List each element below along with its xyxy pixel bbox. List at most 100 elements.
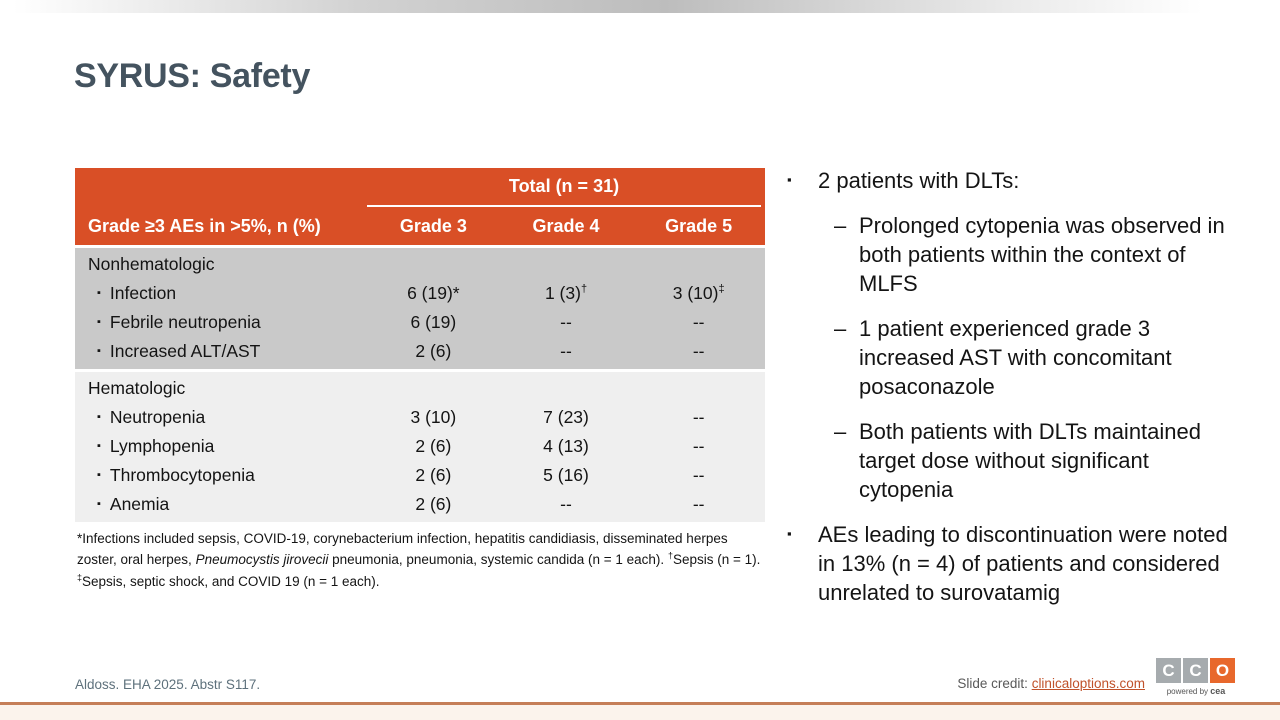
key-points: ▪ 2 patients with DLTs: – Prolonged cytopen… <box>787 166 1239 623</box>
ae-value-cell: -- <box>560 341 572 361</box>
slide-credit-link[interactable]: clinicaloptions.com <box>1031 676 1145 691</box>
table-row: ▪ Increased ALT/AST 2 (6) -- -- <box>75 337 765 366</box>
table-col-header-grade4: Grade 4 <box>532 215 600 236</box>
table-section-header-row: Hematologic <box>75 374 765 403</box>
bottom-strip <box>0 705 1280 720</box>
logo-letter-o: O <box>1210 658 1235 683</box>
dash-bullet-icon: – <box>834 316 847 341</box>
sub-bullet-list: – Prolonged cytopenia was observed in bot… <box>834 211 1239 504</box>
ae-label: Thrombocytopenia <box>109 465 255 485</box>
ae-table-body: Nonhematologic ▪ Infection 6 (19)* 1 (3)† 3 (… <box>75 248 765 522</box>
sub-bullet-text: 1 patient experienced grade 3 increased … <box>859 316 1172 399</box>
table-col-header-grade5: Grade 5 <box>665 215 733 236</box>
sub-bullet-text: Both patients with DLTs maintained targe… <box>859 419 1201 502</box>
square-bullet-icon: ▪ <box>97 411 101 423</box>
bullet-item: ▪ 2 patients with DLTs: <box>787 166 1239 195</box>
square-bullet-icon: ▪ <box>787 526 792 541</box>
table-section: Nonhematologic ▪ Infection 6 (19)* 1 (3)† 3 (… <box>75 248 765 369</box>
ae-value-cell: 1 (3)† <box>544 283 588 303</box>
ae-value-cell: -- <box>692 436 705 456</box>
table-section-name: Hematologic <box>88 378 186 398</box>
ae-value-cell: 5 (16) <box>543 465 589 485</box>
slide-credit: Slide credit: clinicaloptions.com <box>957 676 1145 691</box>
footnote-segment: Pneumocystis jirovecii <box>195 552 329 568</box>
table-col-header-grade3: Grade 3 <box>399 215 467 236</box>
top-gradient-bar <box>0 0 1280 13</box>
cco-logo-squares: C C O <box>1156 658 1236 683</box>
logo-letter-c1: C <box>1156 658 1181 683</box>
cco-logo[interactable]: C C O powered by cea <box>1156 658 1236 696</box>
ae-table-header: Total (n = 31) Grade ≥3 AEs in >5%, n (%… <box>75 168 765 245</box>
ae-label-cell: ▪ Febrile neutropenia <box>75 312 367 333</box>
table-row: ▪ Infection 6 (19)* 1 (3)† 3 (10)‡ <box>75 279 765 308</box>
ae-label-cell: ▪ Lymphopenia <box>75 436 367 457</box>
sub-bullet-text: Prolonged cytopenia was observed in both… <box>859 213 1225 296</box>
square-bullet-icon: ▪ <box>97 469 101 481</box>
ae-value-cell: 7 (23) <box>543 407 589 427</box>
ae-label-cell: ▪ Thrombocytopenia <box>75 465 367 486</box>
ae-label-cell: ▪ Increased ALT/AST <box>75 341 367 362</box>
square-bullet-icon: ▪ <box>97 316 101 328</box>
table-section: Hematologic ▪ Neutropenia 3 (10) 7 (23) -- ▪ Ly… <box>75 372 765 522</box>
ae-value-cell: -- <box>692 312 705 332</box>
square-bullet-icon: ▪ <box>97 440 101 452</box>
table-header-row-total: Total (n = 31) <box>75 168 765 207</box>
sub-bullet-item: –1 patient experienced grade 3 increased… <box>834 314 1239 401</box>
table-header-spacer <box>75 168 367 207</box>
ae-value-cell: -- <box>692 494 705 514</box>
ae-label: Febrile neutropenia <box>109 312 261 332</box>
ae-label-cell: ▪ Anemia <box>75 494 367 515</box>
ae-value-cell: -- <box>692 465 705 485</box>
ae-value-cell: 6 (19)* <box>407 283 460 303</box>
footnote-segment: *Infections included sepsis, COVID-19, c… <box>77 531 728 568</box>
bullet-text: AEs leading to discontinuation were note… <box>818 522 1228 605</box>
ae-value-cell: -- <box>560 494 572 514</box>
citation: Aldoss. EHA 2025. Abstr S117. <box>75 677 261 692</box>
ae-label: Increased ALT/AST <box>109 341 261 361</box>
bullet-text: 2 patients with DLTs: <box>818 168 1020 193</box>
ae-label: Lymphopenia <box>109 436 215 456</box>
sub-bullet-item: – Both patients with DLTs maintained targ… <box>834 417 1239 504</box>
ae-table: Total (n = 31) Grade ≥3 AEs in >5%, n (%… <box>75 168 765 522</box>
footnote-segment: † <box>667 550 673 561</box>
ae-value-cell: 2 (6) <box>415 436 452 456</box>
ae-value-cell: -- <box>560 312 572 332</box>
ae-value-cell: 3 (10)‡ <box>672 283 725 303</box>
bullet-item: ▪ AEs leading to discontinuation were not… <box>787 520 1239 607</box>
logo-caption: powered by cea <box>1166 686 1226 696</box>
footnote-segment: Sepsis (n = 1). <box>672 552 761 568</box>
square-bullet-icon: ▪ <box>97 498 101 510</box>
table-row: ▪ Lymphopenia 2 (6) 4 (13) -- <box>75 432 765 461</box>
ae-value-cell: 4 (13) <box>543 436 589 456</box>
table-section-name: Nonhematologic <box>88 254 215 274</box>
dash-bullet-icon: – <box>834 419 847 444</box>
table-section-header-row: Nonhematologic <box>75 250 765 279</box>
ae-value-cell: -- <box>692 341 705 361</box>
table-row: ▪ Neutropenia 3 (10) 7 (23) -- <box>75 403 765 432</box>
square-bullet-icon: ▪ <box>787 172 792 187</box>
square-bullet-icon: ▪ <box>97 287 101 299</box>
page-title: SYRUS: Safety <box>74 57 311 95</box>
ae-label: Infection <box>109 283 177 303</box>
sub-bullet-item: – Prolonged cytopenia was observed in bot… <box>834 211 1239 298</box>
ae-label: Neutropenia <box>109 407 206 427</box>
table-header-row-columns: Grade ≥3 AEs in >5%, n (%) Grade 3 Grade… <box>75 207 765 245</box>
ae-value-cell: 2 (6) <box>415 341 452 361</box>
table-row: ▪ Anemia 2 (6) -- -- <box>75 490 765 519</box>
footnote-segment: pneumonia, pneumonia, systemic candida (… <box>328 552 668 568</box>
slide-credit-label: Slide credit: <box>957 676 1032 691</box>
ae-label-cell: ▪ Neutropenia <box>75 407 367 428</box>
footnote-segment: Sepsis, septic shock, and COVID 19 (n = … <box>82 573 380 589</box>
table-row: ▪ Thrombocytopenia 2 (6) 5 (16) -- <box>75 461 765 490</box>
ae-label: Anemia <box>109 494 170 514</box>
table-footnote: *Infections included sepsis, COVID-19, c… <box>77 528 769 592</box>
ae-value-cell: 2 (6) <box>415 494 452 514</box>
bottom-accent-line <box>0 702 1280 705</box>
table-row: ▪ Febrile neutropenia 6 (19) -- -- <box>75 308 765 337</box>
footnote-segment: ‡ <box>77 572 83 583</box>
ae-label-cell: ▪ Infection <box>75 283 367 304</box>
logo-letter-c2: C <box>1183 658 1208 683</box>
ae-value-cell: 3 (10) <box>410 407 457 427</box>
table-total-header: Total (n = 31) <box>367 168 761 207</box>
